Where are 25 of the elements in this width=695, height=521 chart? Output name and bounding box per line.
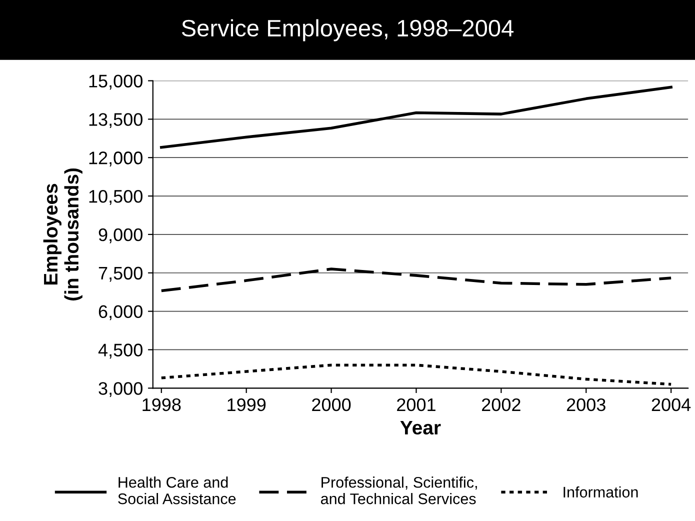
y-axis-title: Employees (in thousands): [43, 168, 82, 300]
x-tick-label: 2003: [566, 398, 606, 412]
y-tick-label: 10,500: [89, 190, 142, 205]
x-axis-title: Year: [400, 420, 441, 435]
x-tick-label: 2000: [312, 398, 351, 412]
y-tick-label: 6,000: [98, 305, 142, 320]
x-tick-label: 2002: [482, 398, 520, 412]
y-tick-label: 9,000: [98, 228, 142, 244]
line-series: [160, 86, 672, 149]
legend-label: Health Care and Social Assistance: [118, 476, 236, 504]
y-tick-label: 3,000: [98, 382, 142, 397]
x-tick-label: 1998: [142, 398, 181, 412]
line-series: [160, 268, 672, 292]
line-series: [160, 364, 672, 386]
y-tick-label: 13,500: [89, 113, 142, 128]
y-tick-label: 15,000: [89, 74, 142, 90]
legend-label: Information: [564, 486, 638, 498]
y-tick-label: 4,500: [98, 344, 142, 359]
y-tick-label: 7,500: [98, 266, 142, 282]
x-tick-label: 2001: [397, 398, 436, 412]
legend-label: Professional, Scientific, and Technical Services: [320, 476, 477, 504]
chart-title: Service Employees, 1998–2004: [182, 19, 514, 42]
y-tick-label: 12,000: [89, 152, 142, 166]
x-tick-label: 2004: [652, 398, 691, 412]
x-tick-label: 1999: [228, 398, 266, 412]
